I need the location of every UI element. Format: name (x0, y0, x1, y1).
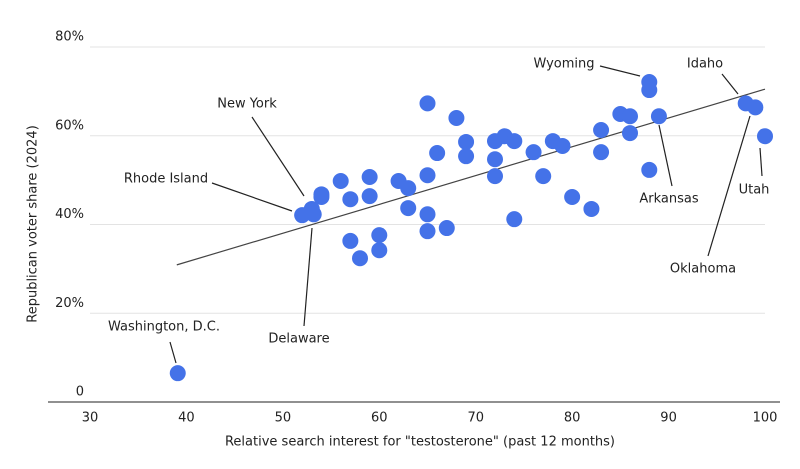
point (747, 99, 764, 116)
annotation-line (211, 182, 293, 212)
point (400, 200, 417, 217)
point (305, 206, 322, 223)
annotation: Idaho (687, 57, 723, 72)
annotation-line (658, 124, 673, 187)
point (438, 220, 455, 237)
point (593, 121, 610, 138)
point (419, 95, 436, 112)
point (419, 206, 436, 223)
x-tick-label: 40 (178, 411, 195, 426)
annotation: Utah (739, 183, 770, 198)
point (361, 169, 378, 186)
x-axis-label: Relative search interest for "testostero… (225, 435, 615, 450)
annotation: Wyoming (533, 57, 594, 72)
point (429, 145, 446, 162)
annotation: Delaware (268, 332, 329, 347)
point (352, 250, 368, 267)
x-tick-label: 60 (371, 411, 388, 426)
x-tick-label: 50 (275, 411, 292, 426)
point (169, 365, 186, 382)
point (371, 242, 388, 259)
x-tick-label: 90 (660, 411, 677, 426)
point (487, 151, 503, 168)
annotation: Rhode Island (124, 172, 208, 187)
annotation-line (303, 227, 313, 327)
y-tick-label: 20% (55, 296, 84, 311)
point (313, 186, 330, 203)
point (361, 188, 378, 205)
y-tick-label: 40% (55, 207, 84, 222)
point (622, 108, 638, 125)
y-tick-label: 60% (55, 118, 84, 133)
point (506, 211, 523, 228)
point (583, 200, 600, 217)
annotation-line (599, 65, 641, 77)
annotation-line (759, 147, 763, 177)
annotation: Oklahoma (670, 262, 736, 277)
point (487, 168, 503, 185)
point (458, 133, 475, 150)
x-tick-label: 30 (82, 411, 99, 426)
x-tick-label: 100 (753, 411, 778, 426)
point (564, 188, 581, 205)
annotation-line (721, 73, 739, 95)
x-tick-label: 70 (467, 411, 484, 426)
point (448, 110, 465, 126)
point (593, 144, 610, 161)
annotation: New York (217, 97, 277, 112)
point (757, 128, 773, 145)
annotation-line (251, 116, 305, 197)
point (535, 168, 552, 185)
point (622, 125, 638, 142)
y-tick-label: 0 (76, 385, 84, 400)
point (371, 227, 388, 244)
point (342, 191, 359, 208)
annotation-line (169, 341, 177, 364)
point (400, 180, 417, 197)
trend-line (176, 88, 766, 266)
x-tick-label: 80 (564, 411, 581, 426)
point (332, 173, 349, 190)
point (342, 232, 359, 249)
point (458, 148, 475, 165)
point (641, 161, 658, 178)
annotation: Washington, D.C. (108, 320, 220, 335)
y-axis-label: Republican voter share (2024) (26, 125, 41, 323)
y-tick-label: 80% (55, 30, 84, 45)
point (419, 167, 436, 184)
annotation: Arkansas (639, 192, 698, 207)
annotation-line (707, 115, 751, 257)
point (554, 137, 571, 154)
point (650, 108, 667, 125)
point (419, 223, 436, 240)
point (506, 133, 523, 150)
point (525, 144, 542, 161)
point (641, 82, 658, 99)
